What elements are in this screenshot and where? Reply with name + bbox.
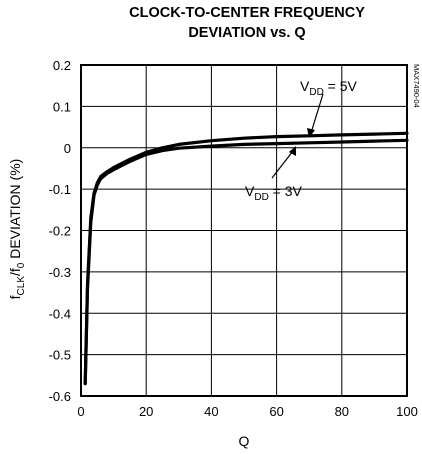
x-tick-label: 80 [335,404,349,419]
y-tick-label: -0.6 [49,389,71,404]
y-axis-label: fCLK/f0 DEVIATION (%) [7,159,27,300]
y-tick-label: 0.1 [53,99,71,114]
x-axis-label: Q [239,433,250,449]
x-tick-label: 100 [396,404,418,419]
x-tick-label: 0 [77,404,84,419]
series-line-vdd-5v [83,131,409,386]
y-tick-label: -0.5 [49,348,71,363]
annotation-arrow-3v [289,146,296,156]
series-lines [83,131,409,386]
y-tick-label: -0.3 [49,265,71,280]
annotation-vdd-5v: VDD = 5V [300,78,358,98]
annotation-arrow-5v [307,128,315,138]
plot-frame [80,64,408,397]
x-tick-label: 60 [269,404,283,419]
y-tick-label: -0.2 [49,224,71,239]
y-tick-label: 0.2 [53,58,71,73]
annotation-leader-5v [310,93,324,134]
y-tick-label: -0.4 [49,306,71,321]
chart-title-line-1: CLOCK-TO-CENTER FREQUENCY [129,5,365,21]
y-tick-label: 0 [64,141,71,156]
chart-title-line-2: DEVIATION vs. Q [188,25,305,41]
x-tick-label: 40 [204,404,218,419]
y-tick-label: -0.1 [49,182,71,197]
x-tick-label: 20 [139,404,153,419]
annotation-vdd-3v: VDD = 3V [245,183,303,203]
tick-labels: 0 20 40 60 80 100 0.2 0.1 0 -0.1 -0.2 -0.3 -0.4 -0.5 -… [49,58,418,419]
side-label: MAX7490-04 [412,64,421,108]
annotation-leader-3v [271,150,294,179]
grid [80,64,408,397]
series-line-vdd-3v [83,138,409,386]
